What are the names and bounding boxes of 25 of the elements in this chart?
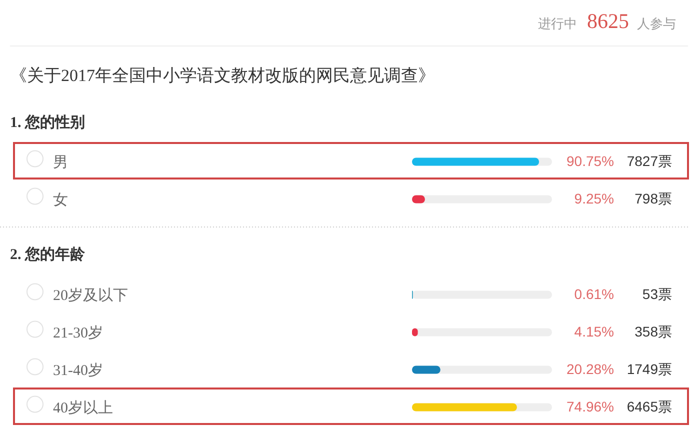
y-tick-label: 21-30岁 xyxy=(53,324,103,342)
text: 358票 xyxy=(634,323,672,340)
text: 《关于2017年全国中小学语文教材改版的网民意见调查》 xyxy=(10,66,435,85)
y-tick-label: 男 xyxy=(53,154,68,171)
text: 1749票 xyxy=(626,360,672,377)
y-tick-label: 20岁及以下 xyxy=(53,286,128,304)
data-label: 0.61% xyxy=(574,286,614,302)
data-label: 90.75% xyxy=(566,152,614,169)
data-label: 9.25% xyxy=(574,190,614,206)
text: 人参与 xyxy=(637,16,676,31)
text: 6465票 xyxy=(626,398,672,414)
text: 53票 xyxy=(642,286,672,302)
text: 8625 xyxy=(587,9,629,33)
text: 7827票 xyxy=(626,152,672,169)
text: 进行中 xyxy=(538,16,577,31)
y-tick-label: 女 xyxy=(53,191,68,208)
data-label: 4.15% xyxy=(574,323,614,340)
text: 2. 您的年龄 xyxy=(10,246,86,263)
text: 798票 xyxy=(634,190,672,206)
text: 1. 您的性别 xyxy=(10,114,85,131)
bar xyxy=(412,366,440,374)
data-label: 74.96% xyxy=(566,398,614,414)
data-label: 20.28% xyxy=(566,360,614,377)
y-tick-label: 31-40岁 xyxy=(53,362,103,379)
y-tick-label: 40岁以上 xyxy=(53,399,113,416)
